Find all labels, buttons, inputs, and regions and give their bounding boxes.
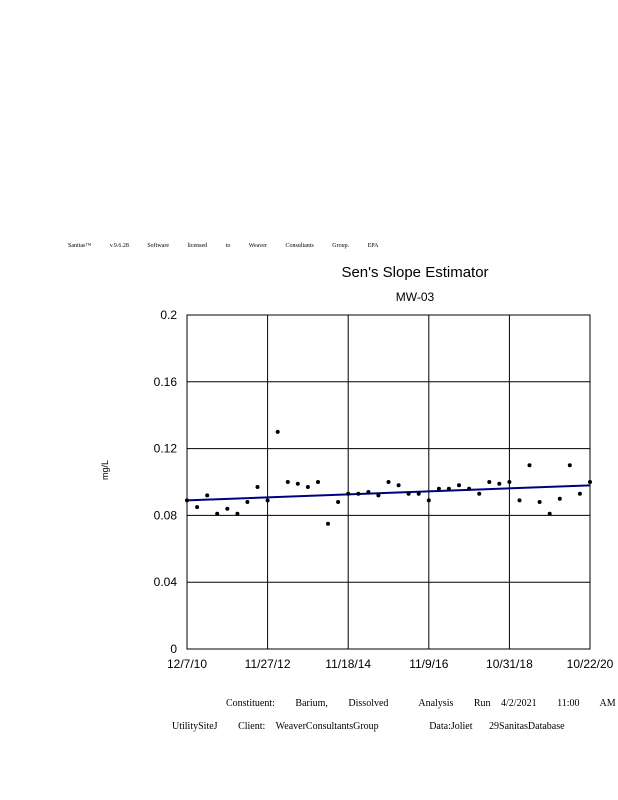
data-point [537,500,542,504]
data-point [346,491,351,496]
header-word: Group. [332,243,350,249]
data-point [487,480,492,484]
footer-line-2: UtilitySiteJ Client: WeaverConsultantsGr… [172,721,583,732]
footer-text: UtilitySiteJ [172,721,218,732]
data-point [588,480,592,484]
data-point [567,463,572,468]
x-tick-label: 11/18/14 [325,657,371,671]
footer-text: 11:00 [557,698,580,709]
data-point [557,496,562,501]
data-point [406,491,411,496]
header-word: Weaver [248,243,267,249]
data-point [275,429,280,434]
data-point [467,486,472,491]
data-point [305,485,310,489]
y-tick-label: 0.2 [160,308,177,322]
data-point [577,491,582,496]
footer-text: AM [599,698,616,709]
data-point [497,481,502,486]
data-point [185,498,189,503]
data-point [436,486,441,491]
data-point [376,493,381,498]
footer-text: Run [473,698,491,709]
data-point [477,491,482,496]
data-point [295,481,300,486]
x-tick-label: 12/7/10 [167,657,207,671]
header-word: v.9.6.28 [109,243,129,249]
data-point [235,511,240,516]
data-point [285,480,290,484]
data-point [396,483,401,488]
footer-line-1: Constituent: Barium, Dissolved Analysis … [226,698,618,709]
x-tick-label: 11/9/16 [409,657,448,671]
chart-title: Sen's Slope Estimator [341,264,489,281]
data-point [446,486,451,491]
header-word: licensed [187,243,208,249]
data-point [245,500,250,504]
footer-text: 29SanitasDatabase [489,721,565,732]
y-tick-label: 0 [170,642,177,656]
data-point [225,506,230,511]
header-word: Sanitas™ [68,243,92,249]
y-tick-label: 0.08 [154,508,178,522]
footer-text: 4/2/2021 [501,698,537,709]
data-point [527,463,532,468]
footer-text: WeaverConsultantsGroup [275,721,379,732]
data-point [195,505,200,510]
y-tick-label: 0.04 [154,575,178,589]
data-point [205,493,210,498]
x-tick-label: 10/22/20 [567,657,614,671]
header-word: to [225,243,231,249]
footer-text: Analysis [418,698,454,709]
data-point [507,480,512,484]
data-point [265,498,270,503]
data-point [326,521,330,526]
data-point [255,485,260,489]
footer-text: Constituent: [226,698,275,709]
data-point [215,511,220,516]
footer-text: Dissolved [348,698,389,709]
trend-line [186,484,591,502]
data-point [366,490,371,494]
x-tick-label: 10/31/18 [486,657,533,671]
y-tick-label: 0.12 [154,442,178,456]
y-tick-label: 0.16 [154,375,178,389]
data-point [547,511,552,516]
data-point [386,480,391,484]
data-point [316,480,320,484]
chart-subtitle: MW-03 [395,290,435,304]
header-word: EPA [367,243,379,249]
data-point [356,491,361,496]
header-word: Consultants [285,243,314,249]
footer-text: Client: [238,721,266,732]
x-tick-label: 11/27/12 [245,657,291,671]
footer-text: Data:Joliet [429,721,473,732]
header-word: Software [147,243,170,249]
data-point [336,500,341,504]
data-point [517,498,522,503]
data-point [426,498,431,503]
software-license-line: Sanitas™ v.9.6.28 Software licensed to W… [68,243,395,249]
data-point [416,491,421,496]
data-point [457,483,461,488]
footer-text: Barium, [295,698,328,709]
